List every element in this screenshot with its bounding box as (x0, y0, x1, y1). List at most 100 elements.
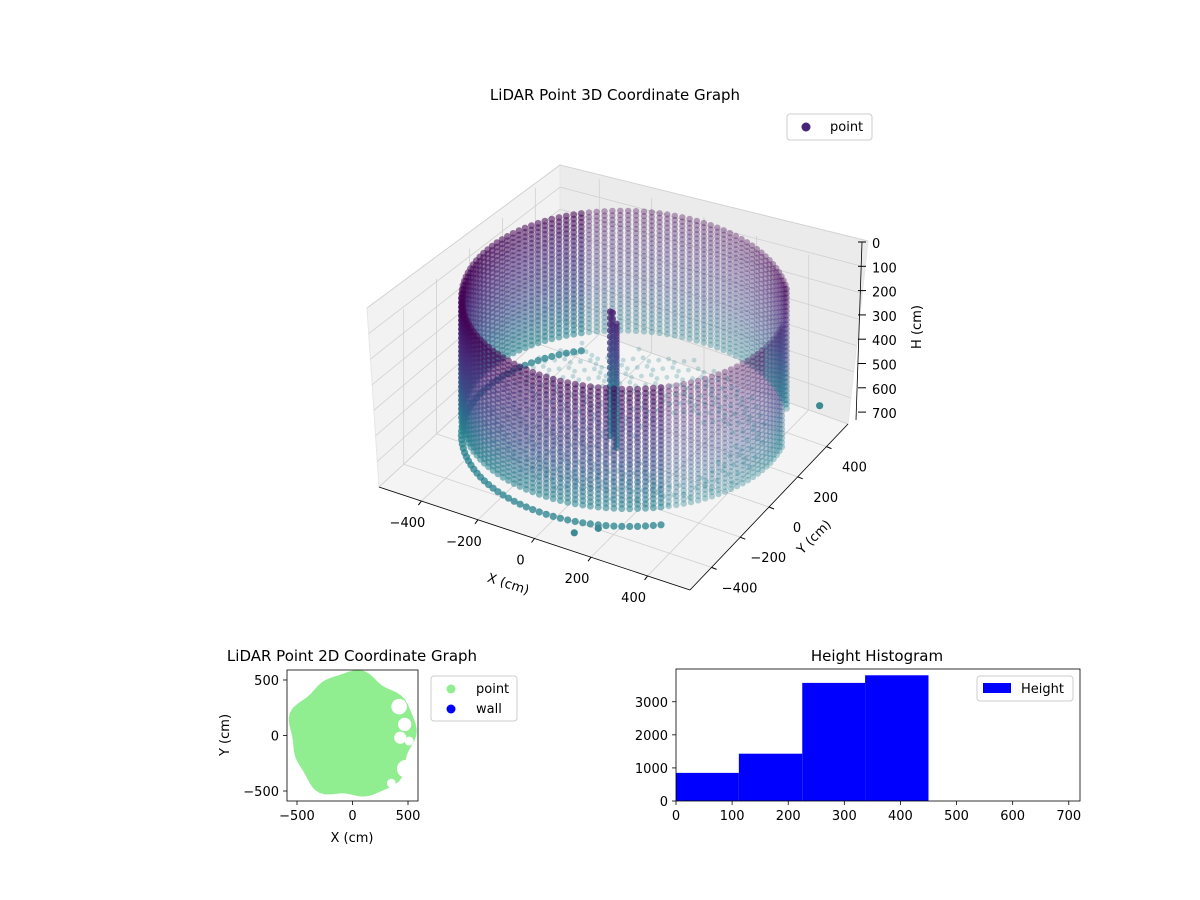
point-marker (770, 398, 777, 405)
point-marker (776, 359, 783, 366)
point-marker (714, 344, 721, 351)
point-marker (775, 273, 783, 280)
point-marker (782, 396, 789, 403)
point-marker (609, 260, 616, 268)
point-marker (748, 260, 756, 267)
point-marker (680, 420, 687, 428)
point-marker (756, 431, 761, 437)
point-marker (625, 318, 632, 325)
point-marker (773, 425, 780, 432)
point-marker (748, 291, 756, 298)
point-marker (700, 303, 707, 311)
point-marker (648, 262, 655, 269)
point-marker (726, 331, 734, 339)
point-marker (692, 403, 698, 408)
point-marker (733, 443, 738, 449)
point-marker (541, 354, 549, 362)
point-marker (701, 370, 707, 375)
point-marker (541, 337, 549, 345)
point-marker (763, 441, 770, 448)
point-marker (656, 285, 663, 292)
point-marker (707, 239, 714, 247)
point-marker (766, 310, 773, 317)
point-marker (743, 336, 751, 343)
point-marker (780, 361, 787, 368)
point-marker (593, 297, 600, 304)
point-marker (769, 331, 777, 339)
point-marker (680, 429, 687, 436)
point-marker (758, 302, 765, 309)
point-marker (748, 313, 756, 320)
x-tick-label: −200 (446, 535, 482, 550)
point-marker (632, 309, 640, 317)
point-marker (707, 341, 714, 348)
point-marker (673, 479, 680, 486)
point-marker (648, 324, 655, 331)
point-marker (585, 258, 593, 265)
point-marker (732, 303, 739, 310)
point-marker (570, 529, 578, 537)
point-marker (783, 294, 790, 301)
point-marker (701, 464, 709, 471)
x-tick-label-hist: 700 (1056, 809, 1081, 824)
point-marker (783, 285, 790, 293)
point-marker (664, 211, 671, 218)
point-marker (585, 213, 593, 221)
point-marker (670, 365, 676, 370)
point-marker (733, 381, 741, 388)
point-marker (770, 362, 777, 369)
point-marker (625, 234, 632, 241)
point-marker (773, 340, 780, 347)
point-marker (695, 479, 702, 486)
point-marker (720, 280, 727, 287)
point-marker (585, 302, 593, 309)
point-marker (515, 346, 523, 354)
point-marker (665, 383, 672, 390)
point-marker (743, 287, 751, 295)
point-marker (776, 394, 783, 401)
point-marker (778, 328, 786, 335)
point-marker (776, 354, 783, 362)
point-marker (695, 426, 702, 433)
point-marker (782, 378, 789, 386)
empty-region (386, 778, 396, 788)
point-marker (769, 367, 777, 374)
point-marker (721, 404, 729, 411)
point-marker (673, 422, 680, 429)
point-marker (739, 453, 746, 460)
point-marker (640, 261, 648, 269)
point-marker (680, 473, 687, 481)
point-marker (733, 389, 741, 397)
point-marker (664, 326, 671, 333)
point-marker (733, 447, 741, 454)
point-marker (700, 233, 707, 240)
point-marker (609, 278, 616, 285)
point-marker (701, 477, 709, 484)
point-marker (680, 456, 687, 463)
point-marker (743, 318, 751, 326)
point-marker (695, 457, 702, 464)
point-marker (715, 415, 722, 422)
point-marker (617, 269, 624, 276)
point-marker (780, 396, 787, 404)
point-marker (738, 280, 745, 287)
point-marker (743, 345, 751, 352)
point-marker (617, 225, 624, 232)
point-marker (773, 380, 780, 387)
point-marker (778, 357, 785, 364)
point-marker (766, 270, 773, 277)
point-marker (542, 493, 550, 500)
point-marker (702, 484, 708, 489)
point-marker (748, 446, 754, 451)
point-marker (766, 363, 773, 370)
point-marker (562, 332, 570, 339)
point-marker (707, 261, 714, 269)
point-marker (766, 305, 773, 313)
point-marker (632, 287, 640, 295)
point-marker (601, 318, 608, 326)
point-marker (687, 472, 695, 479)
point-marker (783, 343, 790, 350)
point-marker (715, 384, 722, 391)
point-marker (766, 367, 773, 375)
point-marker (769, 353, 777, 361)
